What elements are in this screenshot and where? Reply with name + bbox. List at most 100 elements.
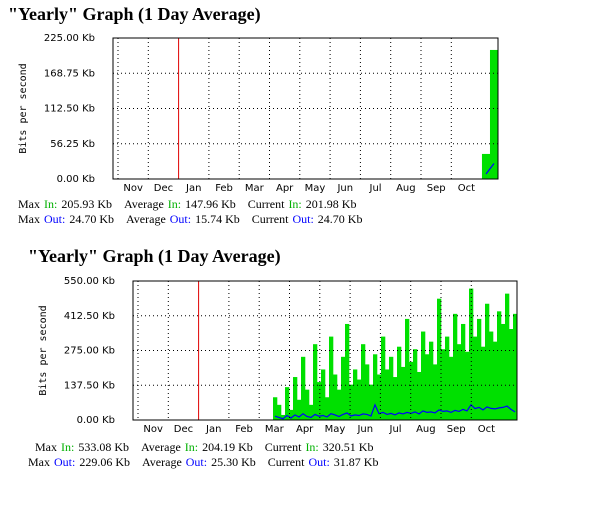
in-bar (405, 318, 410, 420)
in-bar (485, 303, 490, 420)
stat-value: 24.70 Kb (318, 212, 363, 226)
stat-label: Average (142, 455, 182, 469)
x-tick-label: Feb (235, 424, 253, 435)
in-bar (429, 341, 434, 420)
in-bar (489, 331, 494, 420)
in-bar (357, 379, 362, 420)
in-bar (301, 356, 306, 420)
in-bar (365, 364, 370, 420)
in-bar (493, 341, 498, 420)
stat-series: Out: (170, 212, 191, 226)
stat-value: 204.19 Kb (202, 440, 253, 454)
in-bar (305, 389, 310, 420)
stat-value: 229.06 Kb (79, 455, 130, 469)
in-bar (421, 331, 426, 420)
y-tick-label: 0.00 Kb (57, 174, 95, 185)
x-tick-label: Jan (185, 183, 201, 194)
x-tick-label: Jun (356, 424, 373, 435)
stat-label: Average (124, 197, 164, 211)
stat-value: 201.98 Kb (306, 197, 357, 211)
y-tick-label: 0.00 Kb (77, 415, 115, 426)
x-tick-label: Aug (396, 183, 416, 194)
in-bar (397, 346, 402, 420)
in-bar (409, 361, 414, 420)
chart-title: "Yearly" Graph (1 Day Average) (28, 246, 281, 267)
x-tick-label: Aug (416, 424, 436, 435)
in-bar (289, 409, 294, 420)
in-bar (433, 364, 438, 420)
in-bar (321, 369, 326, 420)
stat-label: Current (252, 212, 289, 226)
in-bar (273, 397, 278, 420)
in-bar (497, 311, 502, 420)
stat-series: In: (168, 197, 181, 211)
in-bar (461, 323, 466, 420)
in-bar (313, 344, 318, 420)
x-tick-label: Jul (369, 183, 382, 194)
in-bar (353, 369, 358, 420)
in-bar (513, 313, 518, 420)
stat-series: In: (185, 440, 198, 454)
stat-label: Current (265, 440, 302, 454)
in-bar (437, 298, 442, 420)
in-bar (425, 354, 430, 420)
stat-value: 31.87 Kb (334, 455, 379, 469)
stat-series: In: (288, 197, 301, 211)
x-tick-label: Mar (265, 424, 285, 435)
stat-label: Max (18, 212, 40, 226)
in-bar (473, 336, 478, 420)
chart: "Yearly" Graph (1 Day Average) 0.00 Kb 137… (28, 246, 518, 469)
in-bar (401, 366, 406, 420)
in-bar (465, 351, 470, 420)
in-bar (501, 323, 506, 420)
y-tick-label: 112.50 Kb (44, 104, 95, 115)
in-bar (481, 153, 491, 179)
x-tick-label: Jun (336, 183, 353, 194)
x-tick-label: Oct (458, 183, 475, 194)
x-tick-label: Dec (174, 424, 193, 435)
stat-label: Average (126, 212, 166, 226)
in-bar (381, 336, 386, 420)
in-bar (309, 404, 314, 420)
x-tick-label: Apr (276, 183, 294, 194)
stat-series: In: (44, 197, 57, 211)
in-bar (293, 377, 298, 420)
stat-label: Max (18, 197, 40, 211)
in-bar (333, 374, 338, 420)
in-bar (505, 293, 510, 420)
stats-line: Max In: 533.08 Kb Average In: 204.19 Kb Curren… (35, 440, 373, 454)
x-tick-label: Feb (215, 183, 233, 194)
in-bar (417, 371, 422, 420)
y-tick-label: 225.00 Kb (44, 33, 95, 44)
stats-line: Max Out: 229.06 Kb Average Out: 25.30 Kb Curre… (28, 455, 378, 469)
in-bar (361, 344, 366, 420)
in-bar (389, 356, 394, 420)
stat-label: Current (248, 197, 285, 211)
stat-value: 25.30 Kb (211, 455, 256, 469)
stat-series: Out: (292, 212, 313, 226)
in-bar (297, 399, 302, 420)
in-bar (377, 374, 382, 420)
in-bar (341, 356, 346, 420)
stat-series: In: (61, 440, 74, 454)
x-tick-label: Sep (447, 424, 466, 435)
plot-border (112, 37, 499, 180)
stats-line: Max Out: 24.70 Kb Average Out: 15.74 Kb Curren… (18, 212, 362, 226)
plot-border (132, 280, 518, 421)
in-bar (337, 389, 342, 420)
in-bar (509, 329, 514, 420)
x-tick-label: Jul (389, 424, 402, 435)
stat-value: 205.93 Kb (61, 197, 112, 211)
in-bar (477, 318, 482, 420)
x-tick-label: Dec (154, 183, 173, 194)
stat-label: Max (28, 455, 50, 469)
in-bar (453, 313, 458, 420)
y-tick-label: 550.00 Kb (64, 276, 115, 287)
in-bar (317, 382, 322, 420)
stat-series: Out: (54, 455, 75, 469)
in-bar (441, 349, 446, 420)
x-tick-label: Nov (123, 183, 143, 194)
x-tick-label: Mar (245, 183, 265, 194)
in-bar (469, 288, 474, 420)
